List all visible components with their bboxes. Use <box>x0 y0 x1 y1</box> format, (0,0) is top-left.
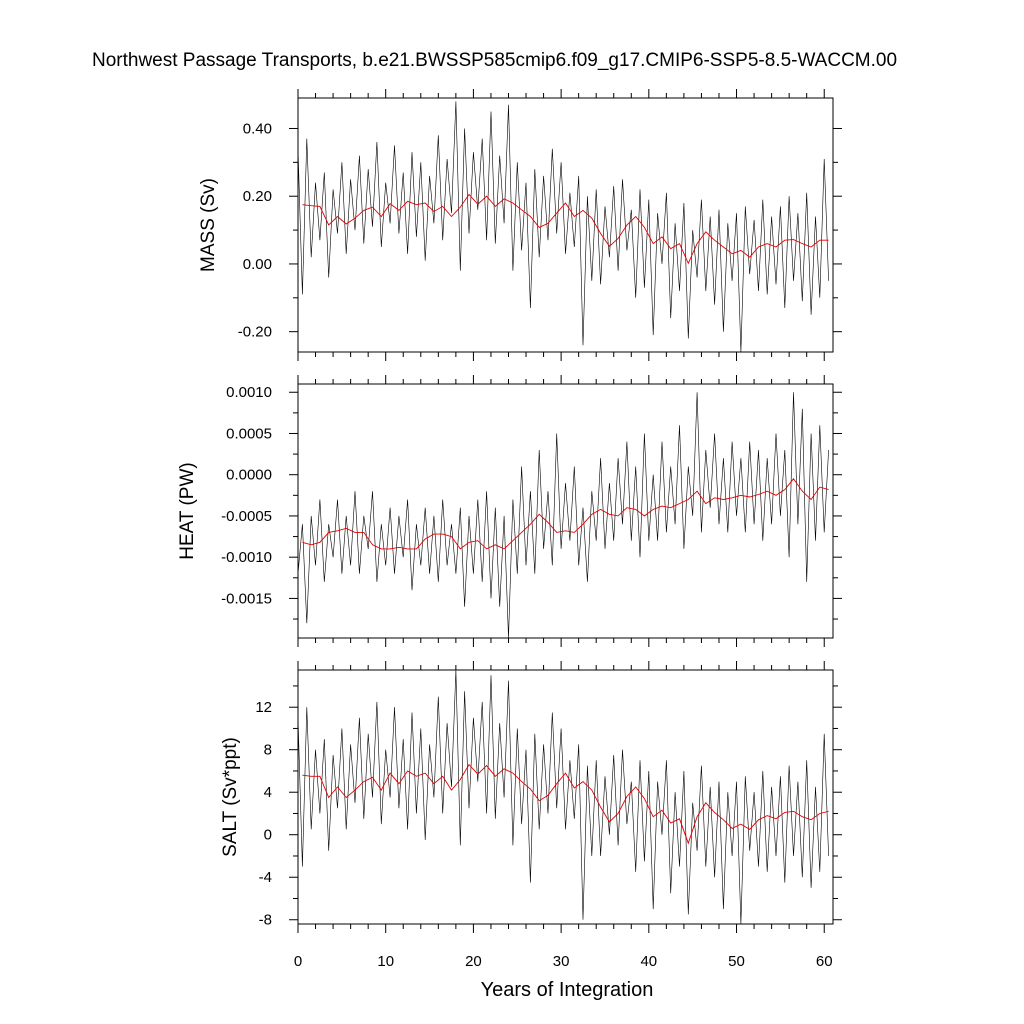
y-axis-label: HEAT (PW) <box>177 462 198 559</box>
y-tick-label: -4 <box>259 869 272 886</box>
plot-frame <box>297 383 834 639</box>
heat-panel: -0.0015 -0.0010 -0.0005 0.0000 0.0005 0.0010 H… <box>177 375 842 647</box>
y-axis-label: SALT (Sv*ppt) <box>220 737 241 857</box>
chart-title: Northwest Passage Transports, b.e21.BWSS… <box>92 50 897 71</box>
y-tick-label: -0.0015 <box>221 590 272 607</box>
y-tick-label: -0.0005 <box>221 508 272 525</box>
salt-panel: -8 -4 0 4 8 12 0 10 20 30 40 50 60 SALT (Sv*ppt) <box>220 661 842 970</box>
plot-frame <box>297 97 834 353</box>
y-tick-label: 4 <box>264 784 272 801</box>
y-tick-label: 0.0000 <box>226 467 272 484</box>
y-tick-label: -0.20 <box>238 324 272 341</box>
annual-mean-line <box>302 478 829 550</box>
x-tick-label: 20 <box>465 953 482 970</box>
y-tick-label: 0.0005 <box>226 425 272 442</box>
monthly-series-line <box>297 392 829 639</box>
x-tick-label: 60 <box>816 953 833 970</box>
x-tick-label: 30 <box>553 953 570 970</box>
y-tick-label: 0 <box>264 827 272 844</box>
plot-frame <box>297 669 834 925</box>
y-tick-label: 0.0010 <box>226 384 272 401</box>
x-tick-label: 0 <box>294 953 302 970</box>
x-axis-label: Years of Integration <box>481 979 654 1001</box>
y-tick-label: -0.0010 <box>221 549 272 566</box>
annual-mean-line <box>302 193 829 265</box>
monthly-series-line <box>297 669 829 925</box>
y-tick-label: 12 <box>255 699 272 716</box>
x-tick-label: 50 <box>728 953 745 970</box>
annual-mean-line <box>302 763 829 845</box>
y-tick-label: 8 <box>264 742 272 759</box>
monthly-series-line <box>297 101 829 353</box>
y-axis-label: MASS (Sv) <box>198 178 219 272</box>
x-tick-label: 40 <box>640 953 657 970</box>
y-tick-label: 0.40 <box>243 120 272 137</box>
x-tick-label: 10 <box>377 953 394 970</box>
y-tick-label: -8 <box>259 912 272 929</box>
mass-panel: -0.20 0.00 0.20 0.40 MASS (Sv) <box>198 89 842 361</box>
y-tick-label: 0.20 <box>243 188 272 205</box>
y-tick-label: 0.00 <box>243 256 272 273</box>
